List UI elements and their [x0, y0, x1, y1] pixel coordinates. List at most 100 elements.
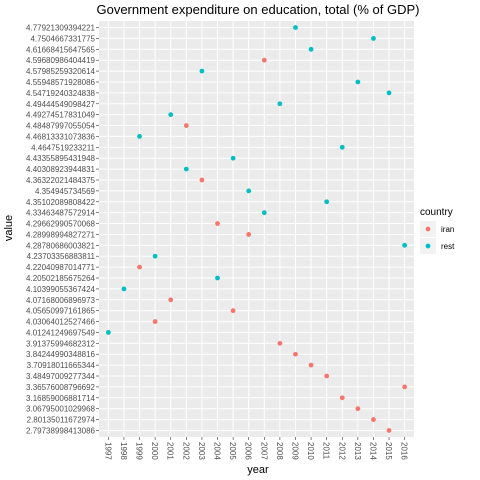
y-tick-label: 4.35102089808422 [26, 198, 96, 207]
y-tick-label: 4.59680986404419 [26, 56, 96, 65]
point [386, 90, 392, 96]
y-tick-label: 4.48487997055054 [26, 122, 96, 131]
x-tick-label: 2010 [306, 442, 315, 460]
y-tick-label: 4.10399055367424 [26, 285, 96, 294]
point [402, 242, 408, 248]
x-axis-title: year [247, 464, 269, 476]
y-tick-label: 3.16859006881714 [26, 394, 96, 403]
point [308, 362, 314, 368]
y-tick-label: 4.61668415647565 [26, 45, 96, 54]
legend-label: iran [441, 225, 454, 234]
point [137, 264, 142, 270]
y-tick-label: 4.43355895431948 [26, 154, 96, 163]
point [355, 406, 361, 412]
x-tick-label: 2007 [259, 442, 268, 460]
y-tick-label: 4.4647519233211 [31, 143, 95, 152]
point [199, 177, 205, 183]
point [137, 134, 142, 139]
x-tick-label: 1997 [103, 442, 112, 460]
point [261, 57, 267, 63]
chart-title: Government expenditure on education, tot… [96, 2, 419, 17]
x-tick-label: 1999 [135, 442, 144, 460]
x-tick-label: 2002 [181, 442, 190, 460]
point [168, 112, 174, 118]
y-axis-title: value [3, 215, 15, 241]
y-tick-label: 4.36322021484375 [26, 176, 96, 185]
y-tick-label: 4.01241249697549 [26, 328, 96, 337]
point [277, 340, 283, 346]
y-tick-label: 3.91375994682312 [26, 339, 96, 348]
point [386, 428, 392, 433]
y-tick-label: 4.28780686003821 [26, 241, 96, 250]
x-tick-label: 2003 [197, 442, 206, 460]
point [371, 36, 376, 41]
y-tick-label: 4.77921309394221 [26, 24, 96, 33]
point [308, 46, 314, 52]
legend-marker [425, 243, 431, 249]
y-tick-label: 4.05650997161865 [26, 307, 96, 316]
y-tick-label: 4.49444549098427 [26, 100, 96, 109]
point [402, 384, 408, 390]
x-tick-label: 1998 [119, 442, 128, 460]
plot-background [99, 21, 414, 437]
point [246, 232, 252, 237]
point [293, 351, 298, 357]
x-tick-label: 2008 [275, 442, 284, 460]
x-tick-label: 2014 [368, 442, 377, 460]
point [105, 330, 111, 335]
x-tick-label: 2004 [213, 442, 222, 460]
y-tick-label: 4.28998994827271 [26, 230, 96, 239]
y-tick-label: 3.48497009277344 [26, 372, 96, 381]
y-tick-label: 3.84244990348816 [26, 350, 96, 359]
x-tick-label: 2011 [322, 442, 331, 460]
point [199, 68, 205, 74]
point [168, 297, 174, 303]
x-tick-label: 2013 [353, 442, 362, 460]
x-tick-label: 2000 [150, 442, 159, 460]
y-tick-label: 4.7504667331775 [30, 34, 95, 43]
y-tick-label: 4.40308923944831 [26, 165, 96, 174]
point [339, 395, 345, 401]
y-tick-label: 4.23703356883811 [27, 252, 96, 261]
point [183, 166, 189, 172]
point [277, 101, 283, 107]
y-tick-label: 2.80135011672974 [27, 416, 96, 425]
point [261, 210, 267, 216]
point [324, 373, 330, 379]
y-tick-label: 4.55948571928086 [26, 78, 96, 87]
y-tick-label: 4.54719240324838 [26, 89, 96, 98]
x-tick-label: 2015 [384, 442, 393, 460]
point [183, 123, 189, 128]
y-tick-label: 3.06795001029968 [26, 405, 96, 414]
point [371, 417, 376, 422]
x-tick-label: 2009 [290, 442, 299, 460]
point [121, 286, 127, 292]
legend-marker [425, 226, 431, 232]
point [355, 79, 361, 85]
y-tick-label: 2.79738998413086 [26, 426, 96, 435]
y-tick-label: 4.22040987014771 [26, 263, 96, 272]
legend-label: rest [441, 242, 455, 251]
y-tick-label: 4.33463487572914 [26, 209, 96, 218]
point [324, 199, 330, 205]
x-tick-label: 2016 [400, 442, 409, 460]
point [152, 319, 158, 324]
y-tick-label: 4.29662990570068 [26, 220, 96, 229]
point [152, 253, 158, 259]
y-tick-label: 3.70918011665344 [27, 361, 96, 370]
y-tick-label: 3.36576008796692 [26, 383, 96, 392]
y-tick-label: 4.07168006896973 [26, 296, 96, 305]
point [215, 221, 220, 226]
x-tick-label: 2001 [166, 442, 175, 460]
point [339, 144, 345, 150]
y-tick-label: 4.03064012527466 [26, 318, 96, 327]
x-tick-label: 2012 [337, 442, 346, 460]
x-tick-label: 2006 [244, 442, 253, 460]
y-tick-label: 4.354945734569 [35, 187, 96, 196]
point [246, 188, 252, 194]
y-tick-label: 4.46813331073836 [26, 132, 96, 141]
point [230, 155, 236, 161]
legend-title: country [420, 207, 453, 218]
y-tick-label: 4.49274517831049 [26, 111, 96, 120]
